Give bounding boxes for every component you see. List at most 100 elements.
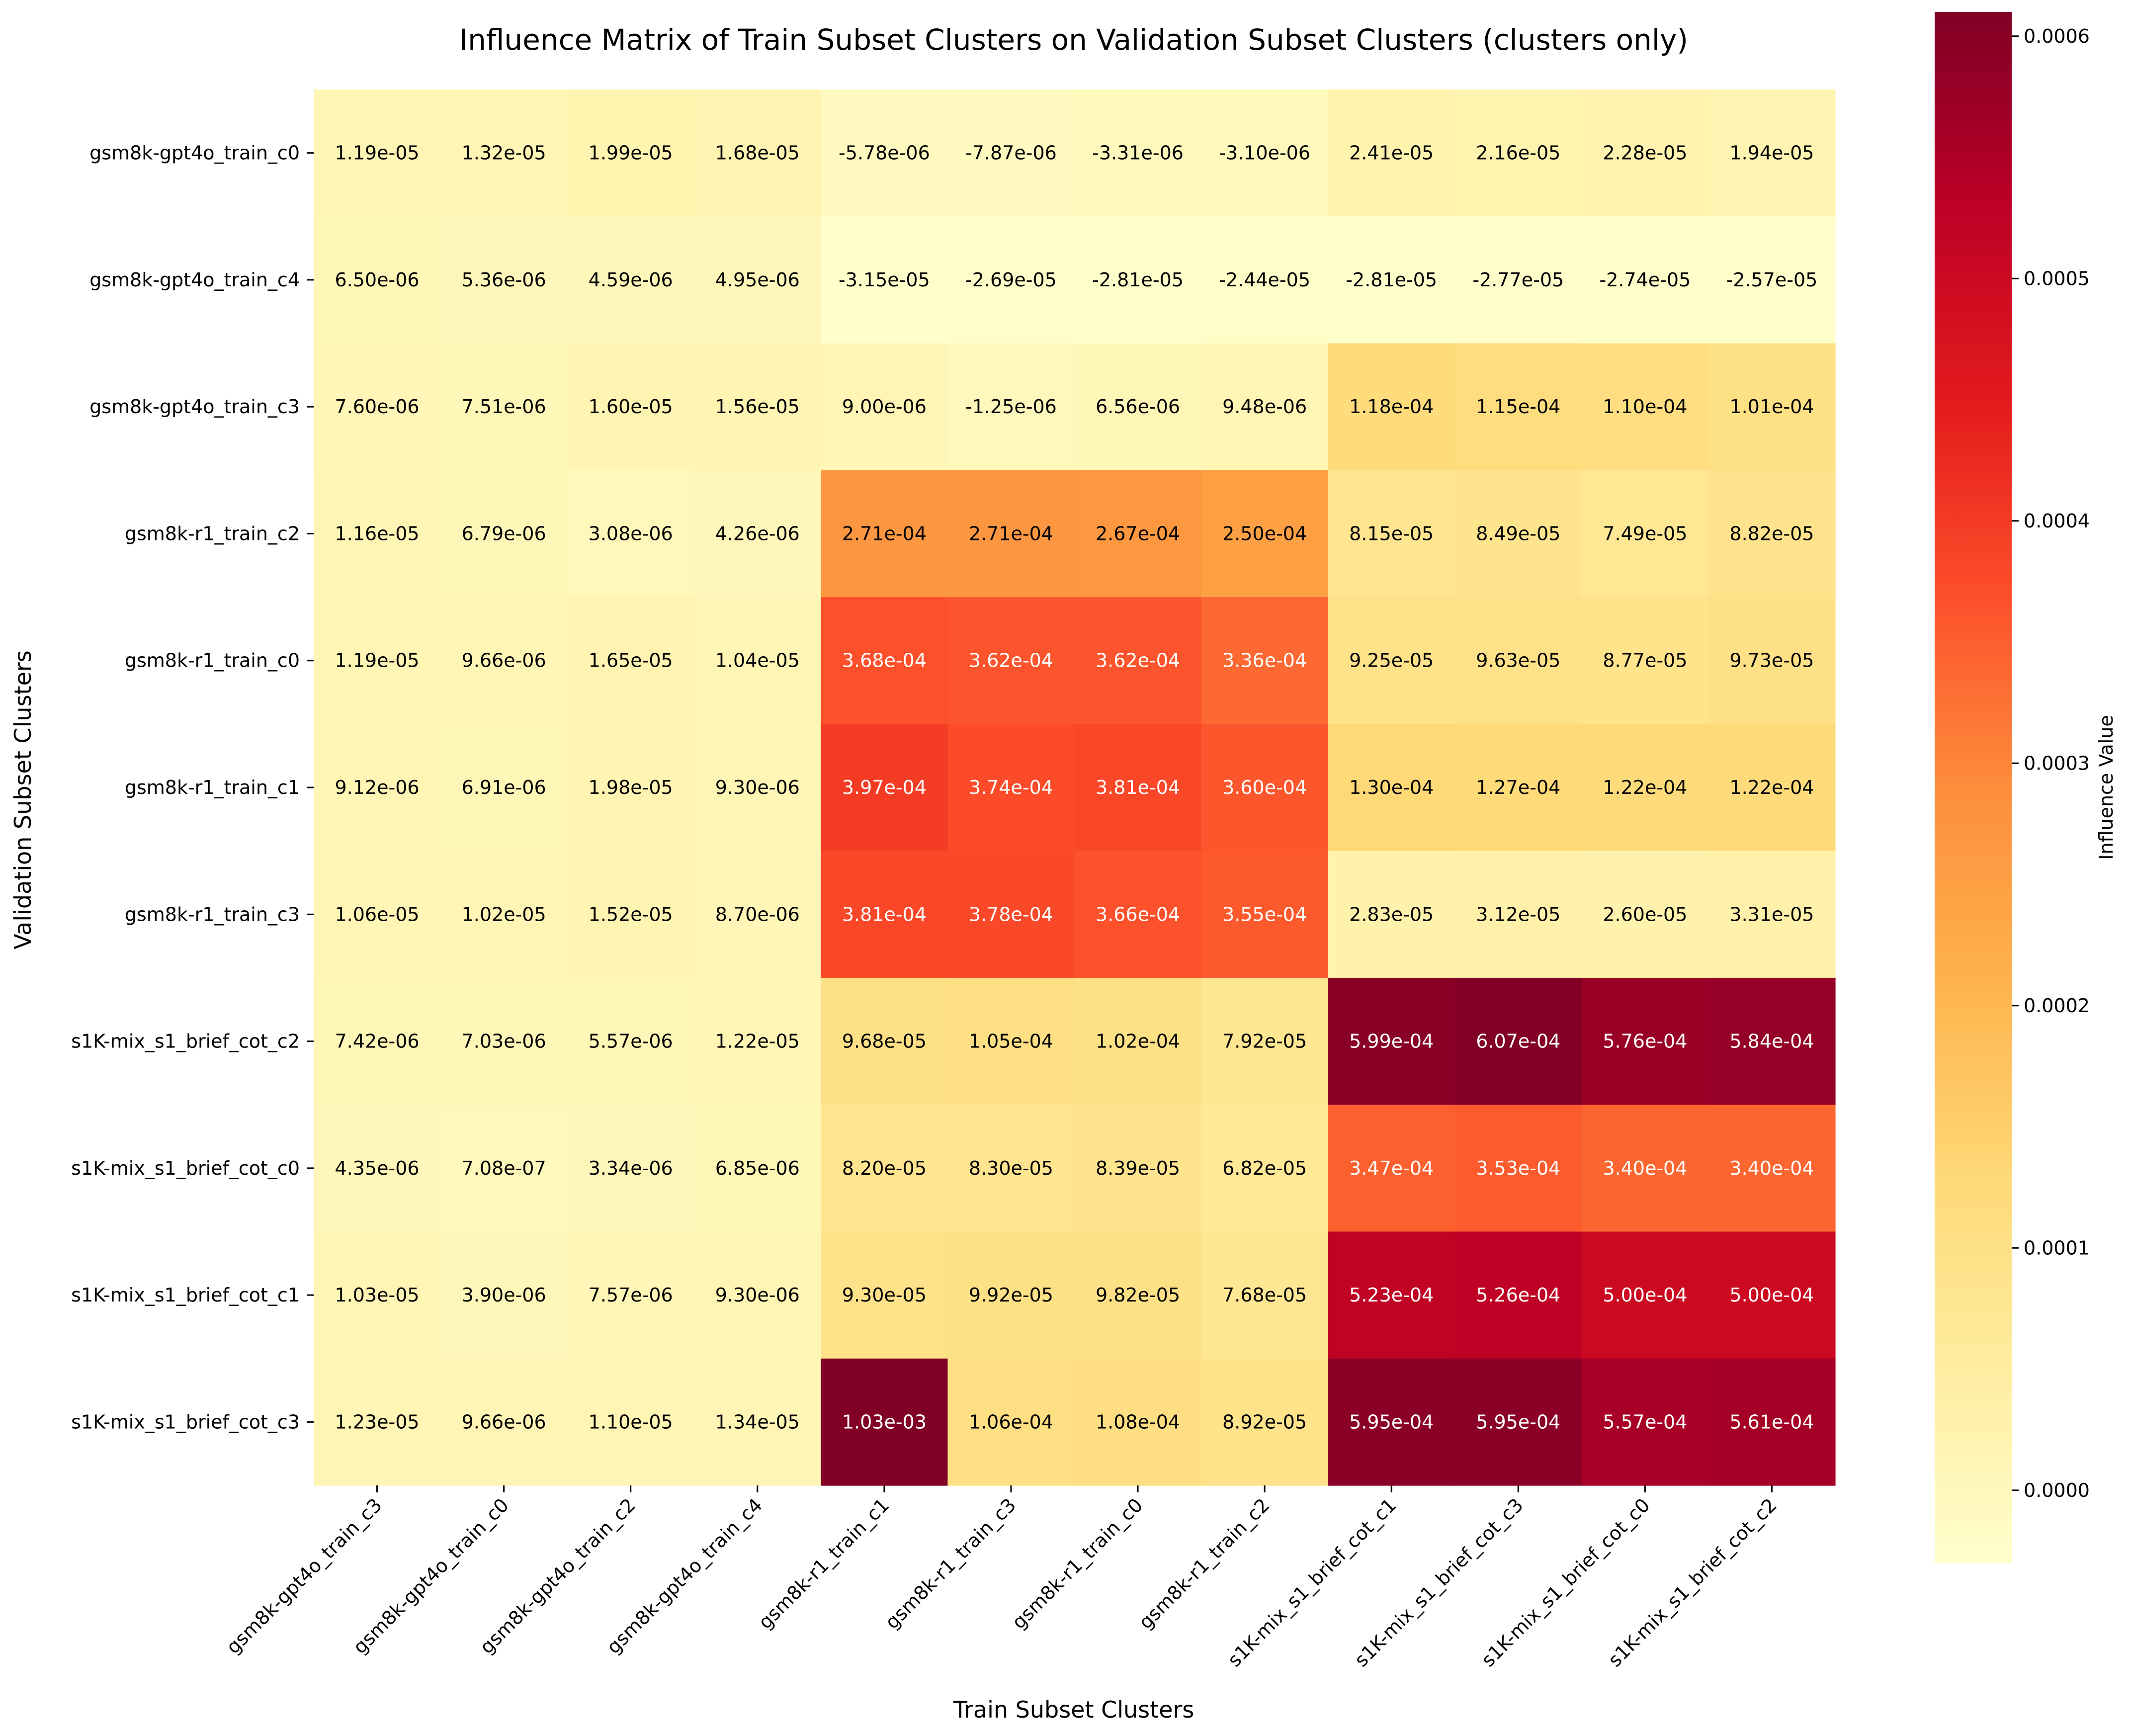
heatmap-cell	[567, 216, 694, 344]
heatmap-cell	[1454, 851, 1582, 978]
cell-value-label: 5.26e-04	[1476, 1284, 1560, 1306]
y-tick-label: gsm8k-gpt4o_train_c3	[89, 396, 300, 418]
cell-value-label: 5.00e-04	[1729, 1284, 1814, 1306]
heatmap-cell	[1201, 1358, 1329, 1486]
heatmap-cell	[1328, 724, 1455, 852]
cell-value-label: 1.06e-05	[335, 903, 420, 925]
y-tick-label: gsm8k-r1_train_c1	[125, 777, 300, 798]
cell-value-label: 9.30e-06	[715, 1284, 800, 1306]
cell-value-label: 3.74e-04	[969, 777, 1053, 798]
heatmap-cell	[1201, 216, 1329, 344]
cell-value-label: 7.49e-05	[1603, 522, 1687, 544]
heatmap-cell	[1074, 89, 1202, 217]
cell-value-label: 1.10e-05	[589, 1411, 673, 1433]
heatmap-cell	[1328, 1105, 1455, 1232]
cell-value-label: 5.95e-04	[1349, 1411, 1434, 1433]
colorbar-label: Influence Value	[2095, 715, 2117, 860]
heatmap-cell	[1708, 597, 1836, 724]
heatmap-cell	[1581, 1105, 1709, 1232]
cell-value-label: 9.68e-05	[842, 1031, 927, 1052]
heatmap-cell	[567, 851, 694, 978]
y-axis-ticks: gsm8k-gpt4o_train_c0 gsm8k-gpt4o_train_c4…	[71, 142, 314, 1433]
cell-value-label: 2.50e-04	[1222, 522, 1307, 544]
heatmap-cell	[567, 1105, 694, 1232]
cell-value-label: 4.26e-06	[715, 522, 800, 544]
x-tick-label: gsm8k-r1_train_c1	[754, 1494, 893, 1633]
cell-value-label: 9.73e-05	[1729, 650, 1814, 672]
heatmap-cell	[1328, 89, 1455, 217]
cell-value-label: 5.84e-04	[1729, 1031, 1814, 1052]
heatmap-cell	[1454, 216, 1582, 344]
cell-value-label: 8.70e-06	[715, 903, 800, 925]
heatmap-cell	[1074, 724, 1202, 852]
cell-value-label: 7.57e-06	[589, 1284, 673, 1306]
cell-value-label: 4.95e-06	[715, 269, 800, 291]
cell-value-label: 3.47e-04	[1349, 1157, 1434, 1179]
cell-value-label: 3.08e-06	[589, 522, 673, 544]
heatmap-cell	[1581, 343, 1709, 471]
heatmap-cell	[947, 1105, 1075, 1232]
colorbar-tick-label: 0.0004	[2024, 510, 2090, 532]
cell-value-label: 1.22e-04	[1603, 777, 1687, 798]
heatmap-cell	[1074, 597, 1202, 724]
cell-value-label: 1.30e-04	[1349, 777, 1434, 798]
x-axis-label: Train Subset Clusters	[953, 1696, 1194, 1723]
cell-value-label: 9.63e-05	[1476, 650, 1560, 672]
heatmap-cell	[821, 724, 948, 852]
cell-value-label: 9.25e-05	[1349, 650, 1434, 672]
heatmap-cell	[694, 1105, 821, 1232]
heatmap-cell	[947, 89, 1075, 217]
colorbar-tick-label: 0.0003	[2024, 752, 2090, 774]
y-tick-label: gsm8k-gpt4o_train_c4	[89, 269, 300, 291]
heatmap-cell	[1201, 1105, 1329, 1232]
heatmap-cell	[1581, 89, 1709, 217]
heatmap-cell	[1328, 1358, 1455, 1486]
heatmap-cell	[1201, 1231, 1329, 1359]
heatmap-cell	[821, 977, 948, 1105]
cell-value-label: 2.41e-05	[1349, 142, 1434, 164]
cell-value-label: -7.87e-06	[965, 142, 1057, 164]
heatmap-cell	[1581, 1358, 1709, 1486]
heatmap-cell	[1328, 597, 1455, 724]
heatmap-cell	[1201, 89, 1329, 217]
heatmap-cell	[440, 597, 568, 724]
cell-value-label: 1.03e-05	[335, 1284, 420, 1306]
heatmap-cell	[947, 343, 1075, 471]
heatmap-cell	[440, 470, 568, 598]
heatmap-cell	[1454, 470, 1582, 598]
heatmap-cell	[314, 343, 441, 471]
y-axis-label: Validation Subset Clusters	[9, 650, 36, 949]
cell-value-label: -5.78e-06	[839, 142, 930, 164]
heatmap-cell	[947, 1231, 1075, 1359]
cell-value-label: 1.34e-05	[715, 1411, 800, 1433]
cell-value-label: 3.78e-04	[969, 903, 1053, 925]
cell-value-label: 7.68e-05	[1222, 1284, 1307, 1306]
cell-value-label: 1.98e-05	[589, 777, 673, 798]
cell-value-label: 2.16e-05	[1476, 142, 1560, 164]
heatmap-cell	[440, 977, 568, 1105]
cell-value-label: -2.69e-05	[965, 269, 1057, 291]
heatmap-cell	[1201, 470, 1329, 598]
heatmap-cell	[1454, 343, 1582, 471]
heatmap-cell	[947, 977, 1075, 1105]
heatmap-cell	[1708, 89, 1836, 217]
heatmap-cell	[821, 470, 948, 598]
cell-value-label: -2.57e-05	[1726, 269, 1818, 291]
colorbar-gradient	[1935, 12, 2012, 1563]
heatmap-cell	[1074, 851, 1202, 978]
heatmap-cell	[694, 89, 821, 217]
heatmap-cell	[1708, 851, 1836, 978]
heatmap-cell	[1201, 977, 1329, 1105]
cell-value-label: -2.81e-05	[1092, 269, 1184, 291]
heatmap-cell	[440, 1358, 568, 1486]
x-tick-label: gsm8k-r1_train_c2	[1134, 1494, 1274, 1633]
heatmap-cell	[314, 470, 441, 598]
cell-value-label: 2.71e-04	[969, 522, 1053, 544]
cell-value-label: 1.18e-04	[1349, 396, 1434, 418]
cell-value-label: 1.01e-04	[1729, 396, 1814, 418]
cell-value-label: 1.52e-05	[589, 903, 673, 925]
cell-value-label: 3.66e-04	[1096, 903, 1180, 925]
cell-value-label: 5.61e-04	[1729, 1411, 1814, 1433]
cell-value-label: 1.22e-05	[715, 1031, 800, 1052]
cell-value-labels: 1.19e-05 1.32e-05 1.99e-05 1.68e-05 -5.78e-0…	[335, 142, 1818, 1433]
